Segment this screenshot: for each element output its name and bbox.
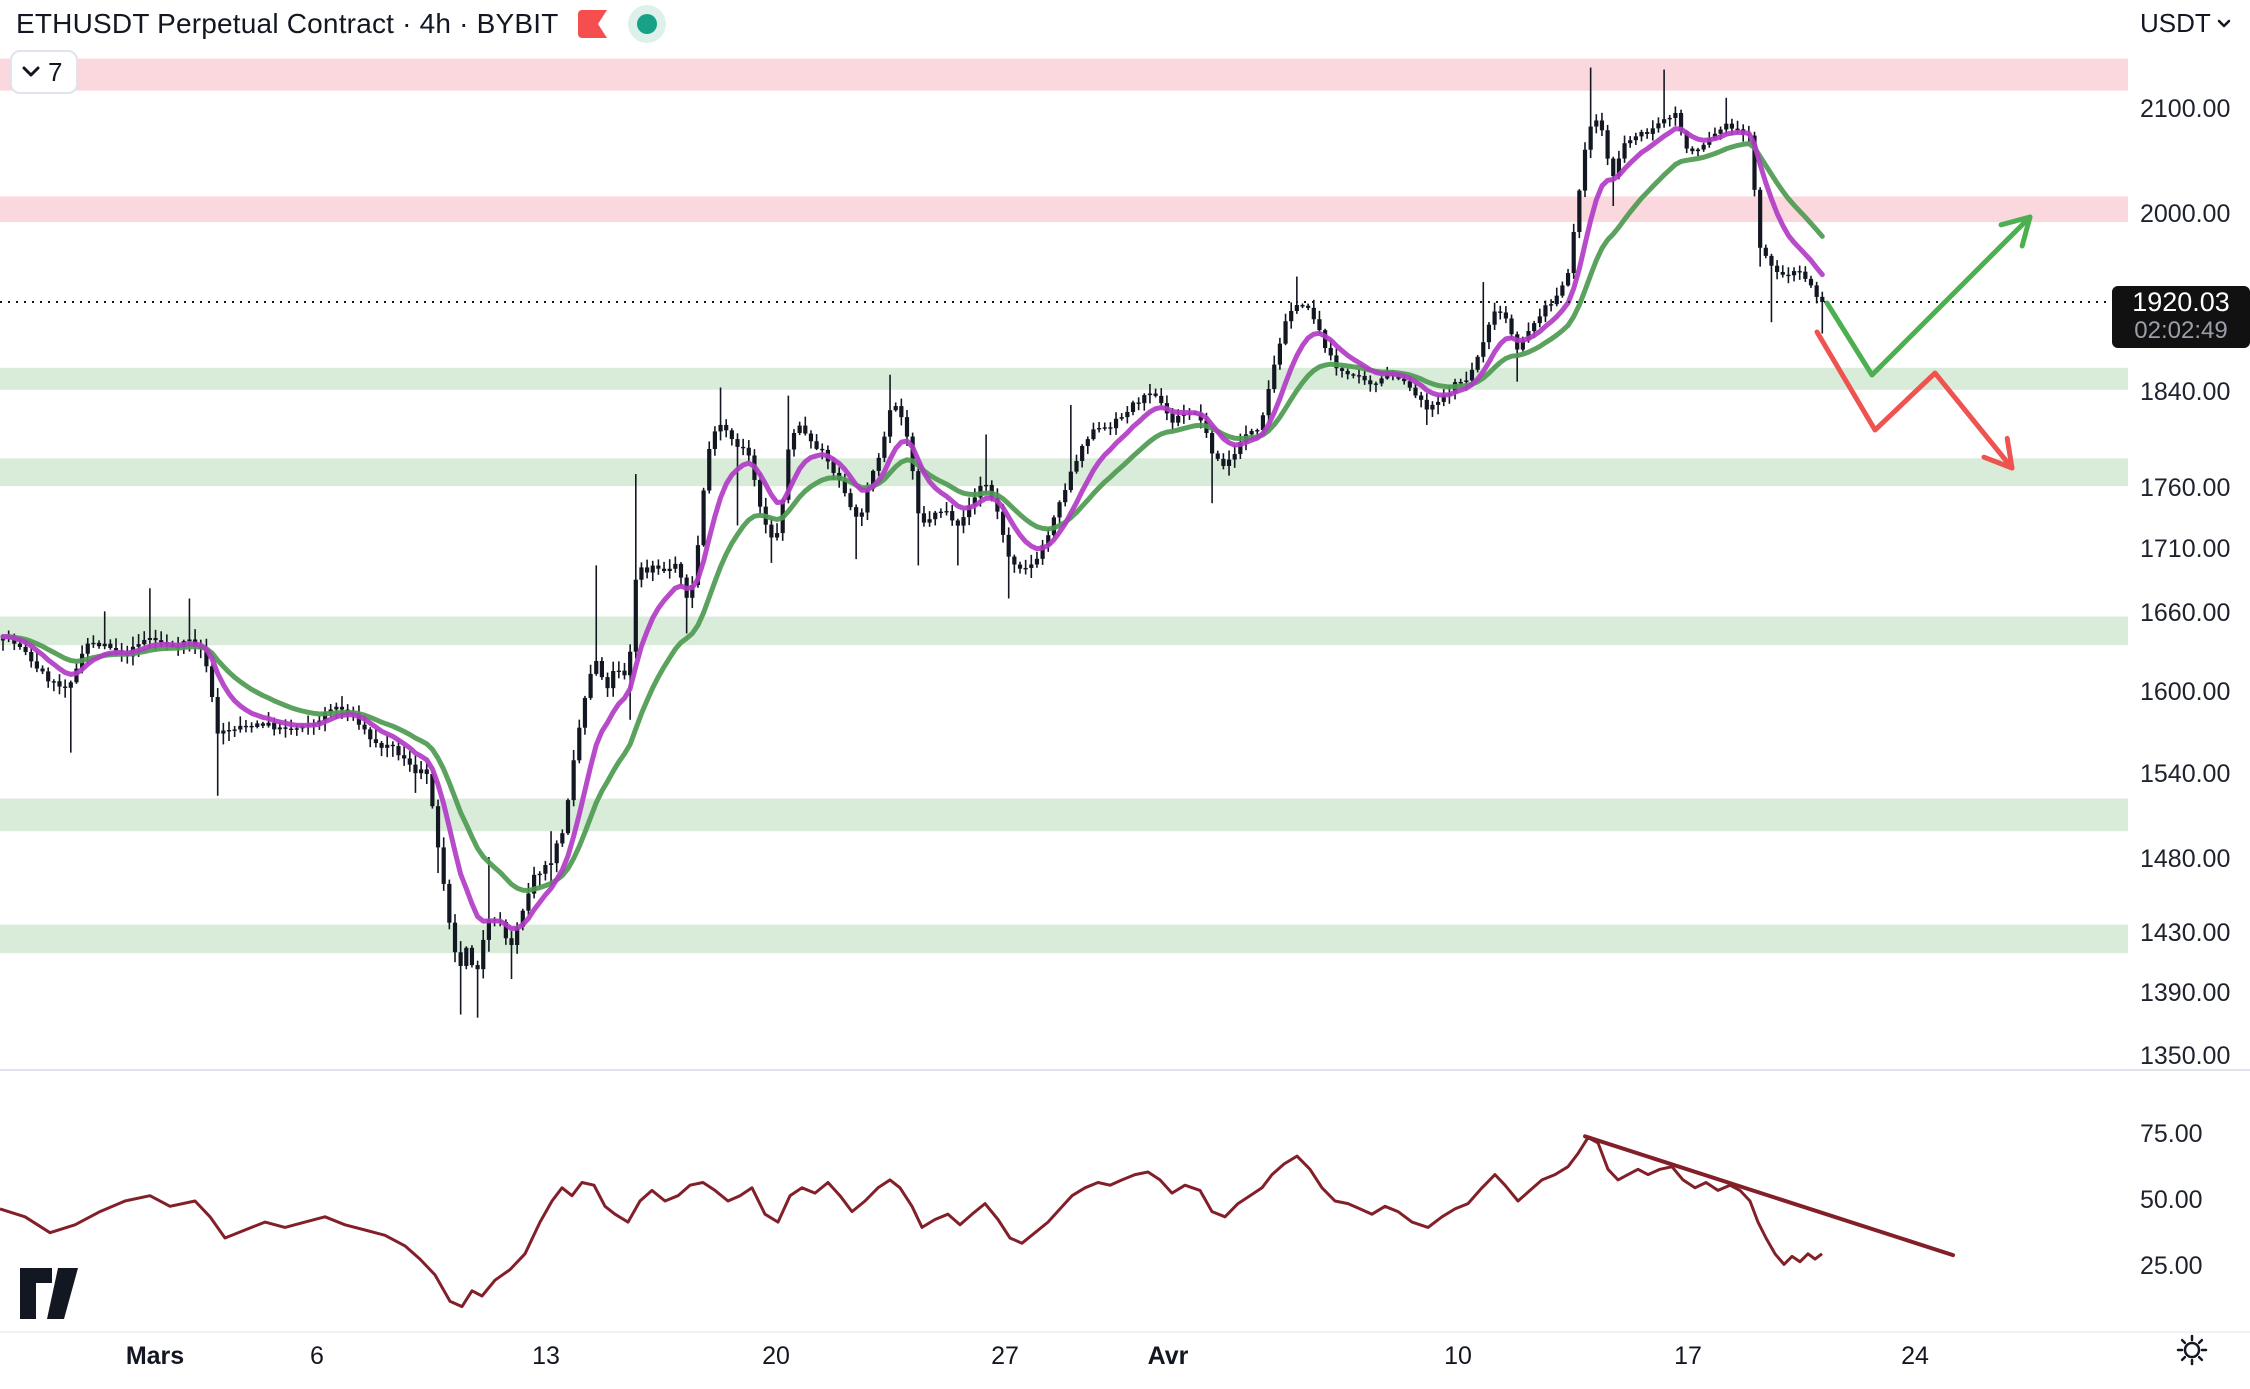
time-tick-label: 17	[1674, 1342, 1702, 1370]
tradingview-logo[interactable]	[18, 1264, 82, 1324]
time-tick-label: Avr	[1147, 1342, 1189, 1370]
price-tick-label: 1840.00	[2140, 378, 2231, 407]
time-tick-label: 6	[310, 1342, 324, 1370]
price-tick-label: 1600.00	[2140, 677, 2231, 706]
gear-icon[interactable]	[2176, 1334, 2208, 1366]
support-zone[interactable]	[0, 616, 2128, 646]
time-tick-label: 13	[532, 1342, 560, 1370]
time-tick-label: 27	[991, 1342, 1019, 1370]
last-price-value: 1920.03	[2132, 287, 2230, 317]
up-projection-arrow-head	[1998, 214, 2033, 228]
rsi-tick-label: 50.00	[2140, 1186, 2203, 1214]
last-price-label: 1920.03 02:02:49	[2112, 286, 2250, 348]
price-tick-label: 1430.00	[2140, 918, 2231, 947]
rsi-tick-label: 25.00	[2140, 1252, 2203, 1280]
bar-countdown: 02:02:49	[2134, 317, 2228, 344]
flag-icon[interactable]	[577, 9, 609, 39]
price-tick-label: 2000.00	[2140, 199, 2231, 228]
down-projection-arrow-head	[2004, 435, 2015, 471]
up-projection-arrow-head	[2019, 214, 2033, 249]
object-tree-collapsed-button[interactable]: 7	[10, 50, 79, 94]
support-zone[interactable]	[0, 458, 2128, 487]
down-projection-arrow-head	[1981, 454, 2015, 471]
price-tick-label: 1480.00	[2140, 844, 2231, 873]
support-zone[interactable]	[0, 798, 2128, 832]
time-tick-label: Mars	[125, 1342, 185, 1370]
price-tick-label: 1760.00	[2140, 473, 2231, 502]
ema-9-line[interactable]	[0, 126, 1825, 932]
price-tick-label: 1540.00	[2140, 759, 2231, 788]
support-zone[interactable]	[0, 924, 2128, 954]
resistance-zone[interactable]	[0, 58, 2128, 91]
drawings-count: 7	[48, 56, 63, 87]
price-tick-label: 2100.00	[2140, 95, 2231, 123]
price-scale-currency-switcher[interactable]: USDT	[2140, 8, 2231, 39]
chevron-down-icon	[22, 66, 40, 78]
support-zone[interactable]	[0, 367, 2128, 390]
time-tick-label: 10	[1444, 1342, 1472, 1370]
price-tick-label: 1710.00	[2140, 535, 2231, 564]
ema-21-line[interactable]	[0, 141, 1825, 893]
chevron-down-icon	[2217, 19, 2231, 29]
up-projection-arrow[interactable]	[1824, 214, 2033, 378]
symbol-title[interactable]: ETHUSDT Perpetual Contract · 4h · BYBIT	[16, 8, 559, 39]
price-tick-label: 1350.00	[2140, 1042, 2231, 1070]
down-projection-arrow[interactable]	[1814, 329, 2015, 471]
price-tick-label: 1390.00	[2140, 979, 2231, 1008]
time-tick-label: 24	[1901, 1342, 1929, 1370]
rsi-tick-label: 75.00	[2140, 1120, 2203, 1148]
price-tick-label: 1660.00	[2140, 598, 2231, 627]
time-tick-label: 20	[762, 1342, 790, 1370]
currency-label: USDT	[2140, 8, 2211, 38]
market-status-icon[interactable]	[627, 4, 667, 44]
rsi-trendline[interactable]	[1583, 1134, 1955, 1258]
chart-header: ETHUSDT Perpetual Contract · 4h · BYBIT	[16, 4, 667, 44]
rsi-line[interactable]	[0, 1136, 1823, 1309]
